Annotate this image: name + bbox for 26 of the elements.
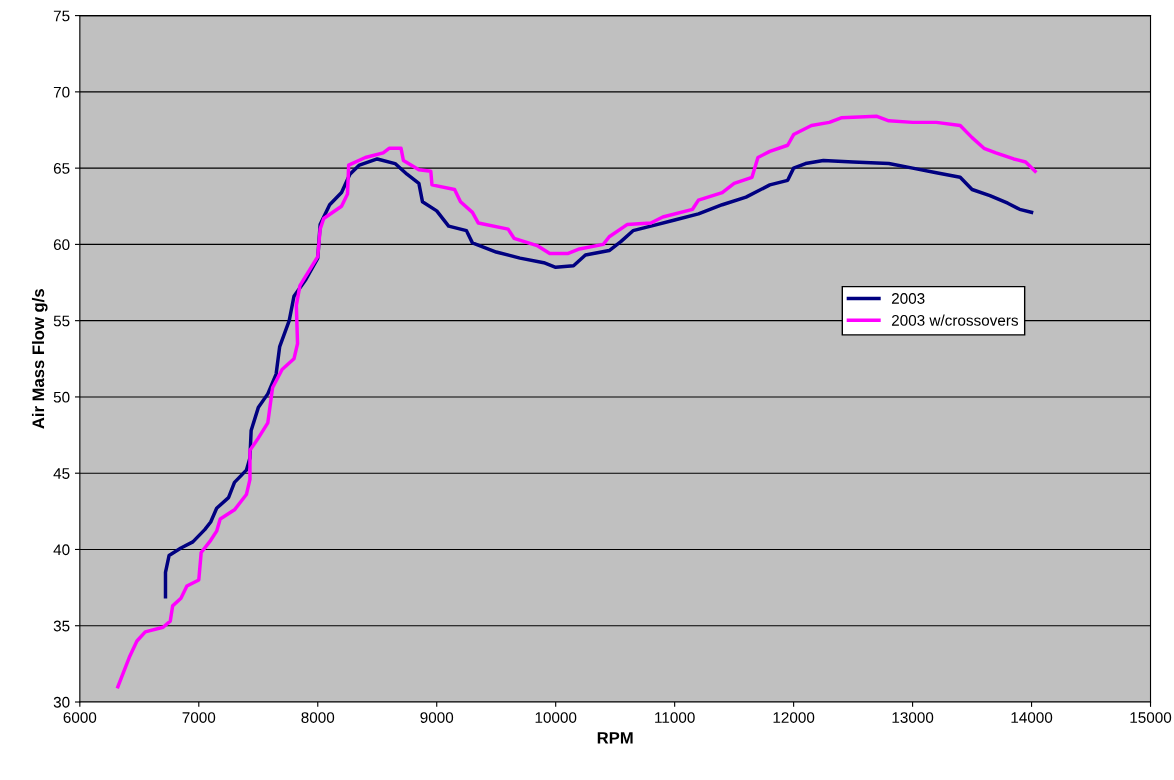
x-tick-label: 7000 <box>182 712 216 723</box>
y-tick-label: 55 <box>53 315 70 327</box>
x-tick-label: 14000 <box>1011 712 1053 723</box>
y-tick-label: 45 <box>53 468 70 479</box>
legend-label: 2003 w/crossovers <box>891 314 1019 326</box>
y-tick-label: 50 <box>53 391 70 403</box>
x-tick-label: 13000 <box>892 712 934 723</box>
line-series <box>163 157 1034 599</box>
x-tick-label: 12000 <box>773 712 815 723</box>
x-tick-label: 10000 <box>535 712 577 723</box>
y-tick-label: 70 <box>53 86 70 98</box>
x-tick-label: 15000 <box>1130 712 1172 723</box>
line-series <box>116 114 1037 689</box>
y-tick-label: 75 <box>53 10 70 22</box>
x-tick-label: 6000 <box>63 712 97 723</box>
y-tick-label: 35 <box>53 620 70 632</box>
x-tick-label: 9000 <box>420 712 454 723</box>
x-tick-label: 8000 <box>301 712 335 723</box>
y-tick-label: 60 <box>53 239 70 251</box>
y-tick-label: 40 <box>53 544 70 556</box>
y-tick-label: 65 <box>53 163 70 174</box>
y-axis-title: Air Mass Flow g/s <box>31 289 48 429</box>
x-tick-label: 11000 <box>655 712 695 723</box>
legend-label: 2003 <box>891 293 925 304</box>
x-axis-title: RPM <box>597 732 633 744</box>
y-tick-label: 30 <box>53 696 70 708</box>
